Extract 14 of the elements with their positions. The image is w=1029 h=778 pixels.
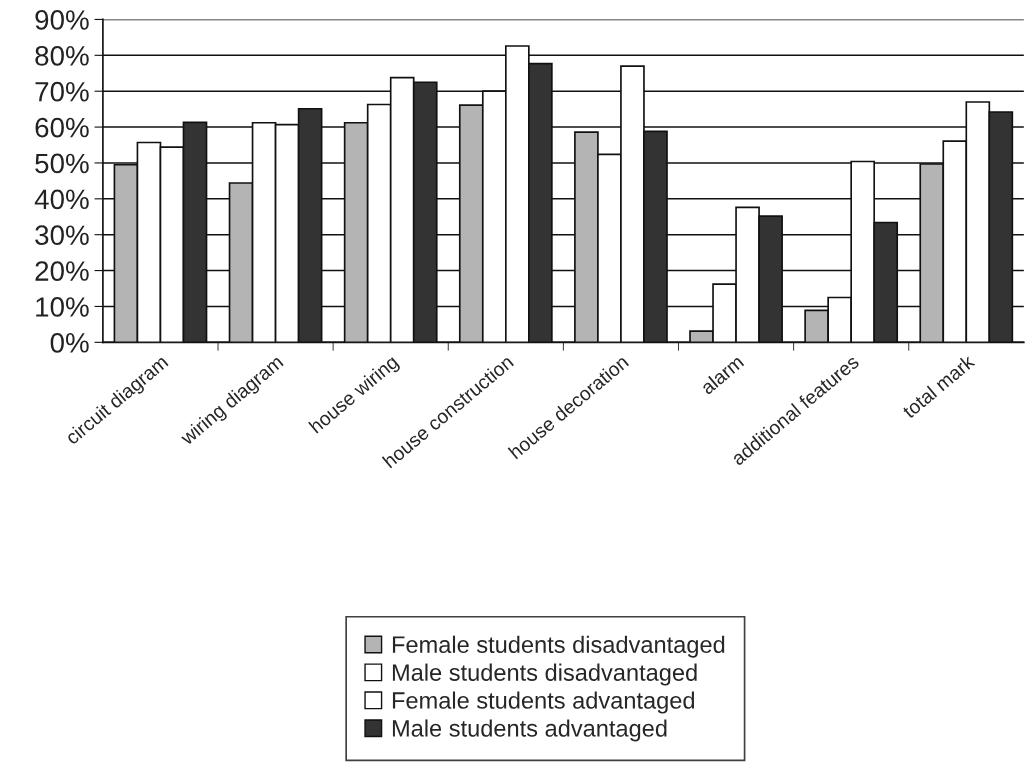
y-tick-label: 80% [35,45,89,66]
y-tick-label: 50% [35,153,89,174]
legend-label: Female students advantaged [392,691,695,714]
y-tick-label: 20% [35,261,89,281]
y-tick-label: 30% [35,225,89,246]
legend-label: Male students disadvantaged [392,663,697,686]
legend-label: Female students disadvantaged [392,635,725,658]
y-tick-label: 90% [35,10,89,30]
y-tick-label: 40% [34,189,89,210]
legend-label: Male students advantaged [392,719,667,742]
y-tick-label: 10% [36,297,89,317]
y-tick-label: 60% [35,117,89,138]
y-tick-label: 70% [35,81,89,102]
y-tick-label: 0% [50,332,89,353]
